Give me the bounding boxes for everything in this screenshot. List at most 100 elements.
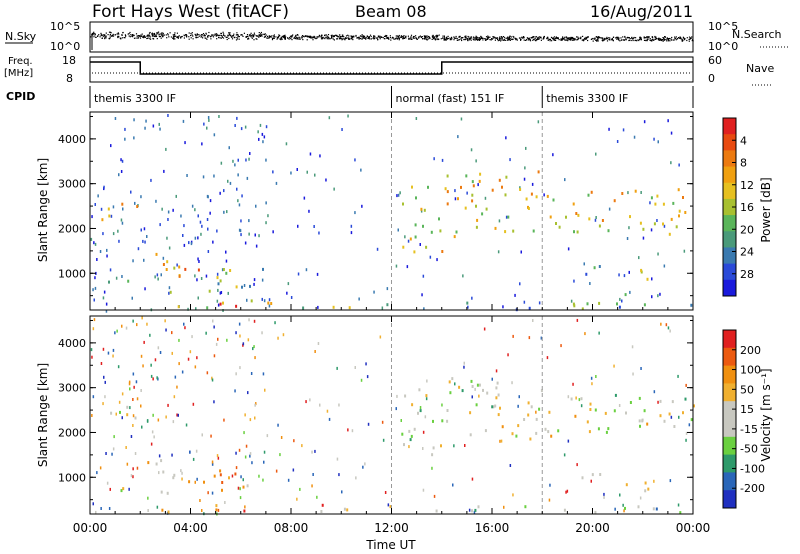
noise-cell [203, 122, 205, 126]
nsky-point [458, 38, 460, 41]
noise-cell [118, 400, 121, 404]
nsky-point [512, 35, 514, 38]
noise-cell [653, 390, 656, 394]
nsky-point [474, 39, 476, 41]
noise-cell [406, 265, 409, 269]
nsky-point [503, 37, 506, 39]
data-cell [262, 267, 264, 271]
nsky-point [410, 37, 412, 39]
data-cell [629, 401, 632, 404]
noise-cell [238, 203, 241, 207]
nsky-point [453, 36, 455, 38]
noise-cell [426, 379, 428, 383]
nsky-point [265, 34, 267, 36]
nsky-point [487, 38, 489, 40]
data-cell [127, 279, 130, 283]
colorbar-swatch [723, 182, 736, 200]
nsky-point [322, 36, 324, 38]
nsky-point [385, 34, 387, 37]
nsky-point [146, 37, 148, 40]
noise-cell [311, 450, 313, 454]
nsky-point [385, 36, 387, 38]
nsky-point [279, 38, 281, 40]
noise-cell [549, 483, 551, 487]
nsky-point [686, 37, 688, 39]
data-cell [215, 504, 218, 508]
nsky-point [605, 38, 607, 40]
noise-cell [183, 322, 185, 326]
data-cell [481, 212, 484, 216]
nsky-point [258, 32, 260, 34]
nsky-point [308, 36, 311, 38]
noise-cell [223, 418, 225, 422]
data-cell [684, 211, 687, 214]
noise-cell [104, 380, 106, 384]
noise-cell [509, 464, 512, 467]
noise-cell [180, 214, 182, 218]
data-cell [107, 207, 110, 211]
data-cell [446, 419, 449, 423]
nsky-point [296, 38, 298, 40]
nsky-point [526, 37, 529, 39]
data-cell [453, 235, 456, 239]
data-cell [466, 301, 469, 305]
data-cell [515, 434, 518, 438]
noise-cell [94, 242, 97, 246]
data-cell [414, 223, 417, 227]
nsky-point [374, 35, 376, 37]
noise-cell [287, 478, 290, 482]
nsky-point [523, 36, 525, 38]
data-cell [528, 306, 531, 310]
nsky-point [426, 35, 428, 37]
data-cell [527, 207, 530, 210]
nsky-point [247, 37, 249, 39]
noise-cell [124, 137, 126, 141]
nsky-point [468, 37, 471, 40]
nsky-point [261, 34, 263, 36]
noise-cell [670, 161, 672, 165]
nsky-point [410, 38, 412, 40]
noise-cell [181, 370, 184, 374]
nsky-point [139, 36, 141, 38]
noise-cell [92, 395, 95, 399]
nsky-point [330, 34, 332, 37]
data-cell [471, 385, 474, 388]
nsky-point [661, 39, 664, 41]
data-cell [408, 429, 411, 433]
nsky-point [246, 34, 249, 36]
noise-cell [573, 279, 575, 283]
nsky-point [359, 37, 362, 40]
nsky-point [310, 36, 313, 38]
data-cell [618, 305, 621, 309]
nsky-point [131, 34, 134, 36]
nsky-point [157, 33, 159, 35]
nsky-point [555, 39, 557, 41]
nsky-point [654, 36, 656, 38]
noise-cell [150, 442, 153, 446]
noise-cell [213, 325, 215, 329]
noise-cell [172, 420, 175, 424]
nsky-point [655, 37, 657, 40]
nsky-point [473, 36, 475, 38]
noise-cell [546, 356, 549, 360]
nsky-point [480, 35, 482, 37]
nsky-point [395, 35, 397, 37]
noise-cell [318, 231, 320, 235]
nsky-point [133, 34, 135, 36]
data-cell [229, 269, 232, 272]
noise-cell [688, 423, 691, 427]
data-cell [438, 217, 440, 221]
nsky-point [153, 35, 155, 37]
nsky-point [479, 39, 481, 41]
noise-cell [518, 395, 520, 399]
noise-cell [631, 345, 634, 349]
noise-cell [103, 375, 105, 379]
nsky-point [513, 36, 515, 38]
noise-cell [185, 423, 188, 427]
data-cell [501, 185, 503, 189]
data-cell [166, 260, 169, 264]
nsky-point [260, 31, 262, 34]
nsky-point [524, 39, 527, 41]
nsky-point [633, 37, 635, 39]
nsky-point [646, 38, 648, 40]
